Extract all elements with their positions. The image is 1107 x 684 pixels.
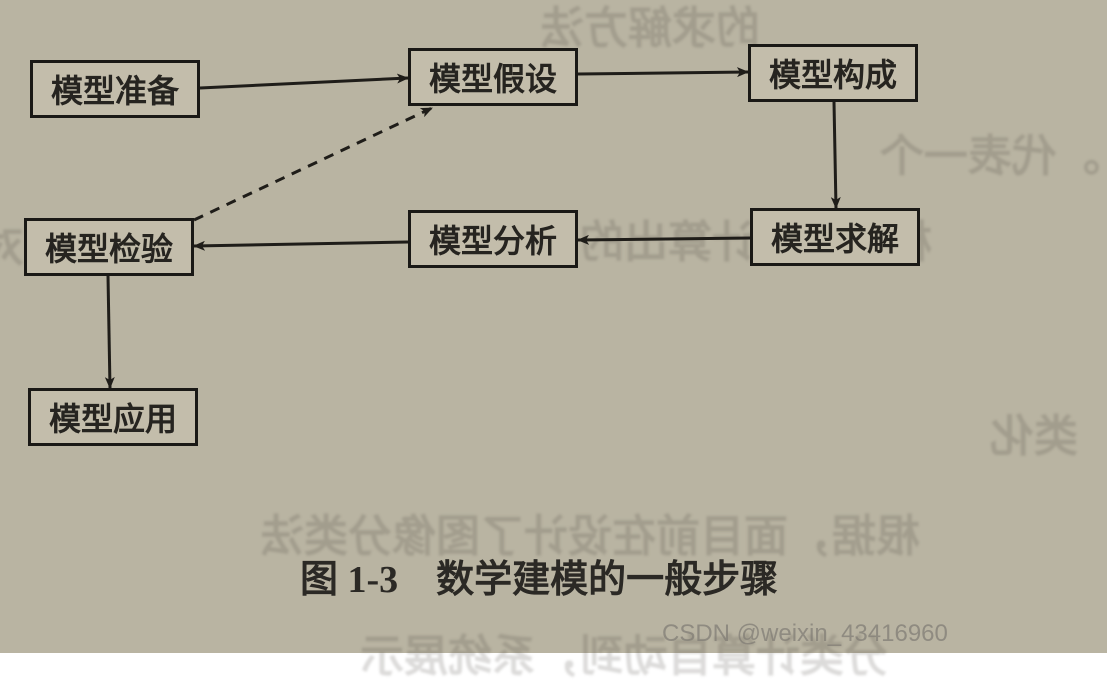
- node-solve-label: 模型求解: [771, 214, 899, 260]
- node-assume-label: 模型假设: [429, 54, 557, 100]
- node-build: 模型构成: [748, 44, 918, 102]
- node-build-label: 模型构成: [769, 50, 897, 96]
- edge-assume-to-build: [578, 72, 748, 74]
- edge-check-to-apply: [108, 276, 110, 388]
- node-prep: 模型准备: [30, 60, 200, 118]
- csdn-watermark: CSDN @weixin_43416960: [662, 620, 948, 648]
- watermark-text: CSDN @weixin_43416960: [662, 620, 948, 647]
- figure-caption: 图 1-3 数学建模的一般步骤: [300, 548, 778, 603]
- node-apply: 模型应用: [28, 388, 198, 446]
- caption-text: 数学建模的一般步骤: [436, 559, 778, 601]
- node-apply-label: 模型应用: [49, 394, 177, 440]
- edge-check-to-assume: [194, 108, 432, 220]
- node-check-label: 模型检验: [45, 224, 173, 270]
- edge-build-to-solve: [834, 102, 836, 208]
- caption-prefix: 图 1-3: [300, 559, 398, 601]
- node-analyze-label: 模型分析: [429, 216, 557, 262]
- edge-prep-to-assume: [200, 78, 408, 88]
- node-analyze: 模型分析: [408, 210, 578, 268]
- edge-analyze-to-check: [194, 242, 408, 246]
- edge-solve-to-analyze: [578, 238, 750, 240]
- node-assume: 模型假设: [408, 48, 578, 106]
- node-solve: 模型求解: [750, 208, 920, 266]
- node-check: 模型检验: [24, 218, 194, 276]
- node-prep-label: 模型准备: [51, 66, 179, 112]
